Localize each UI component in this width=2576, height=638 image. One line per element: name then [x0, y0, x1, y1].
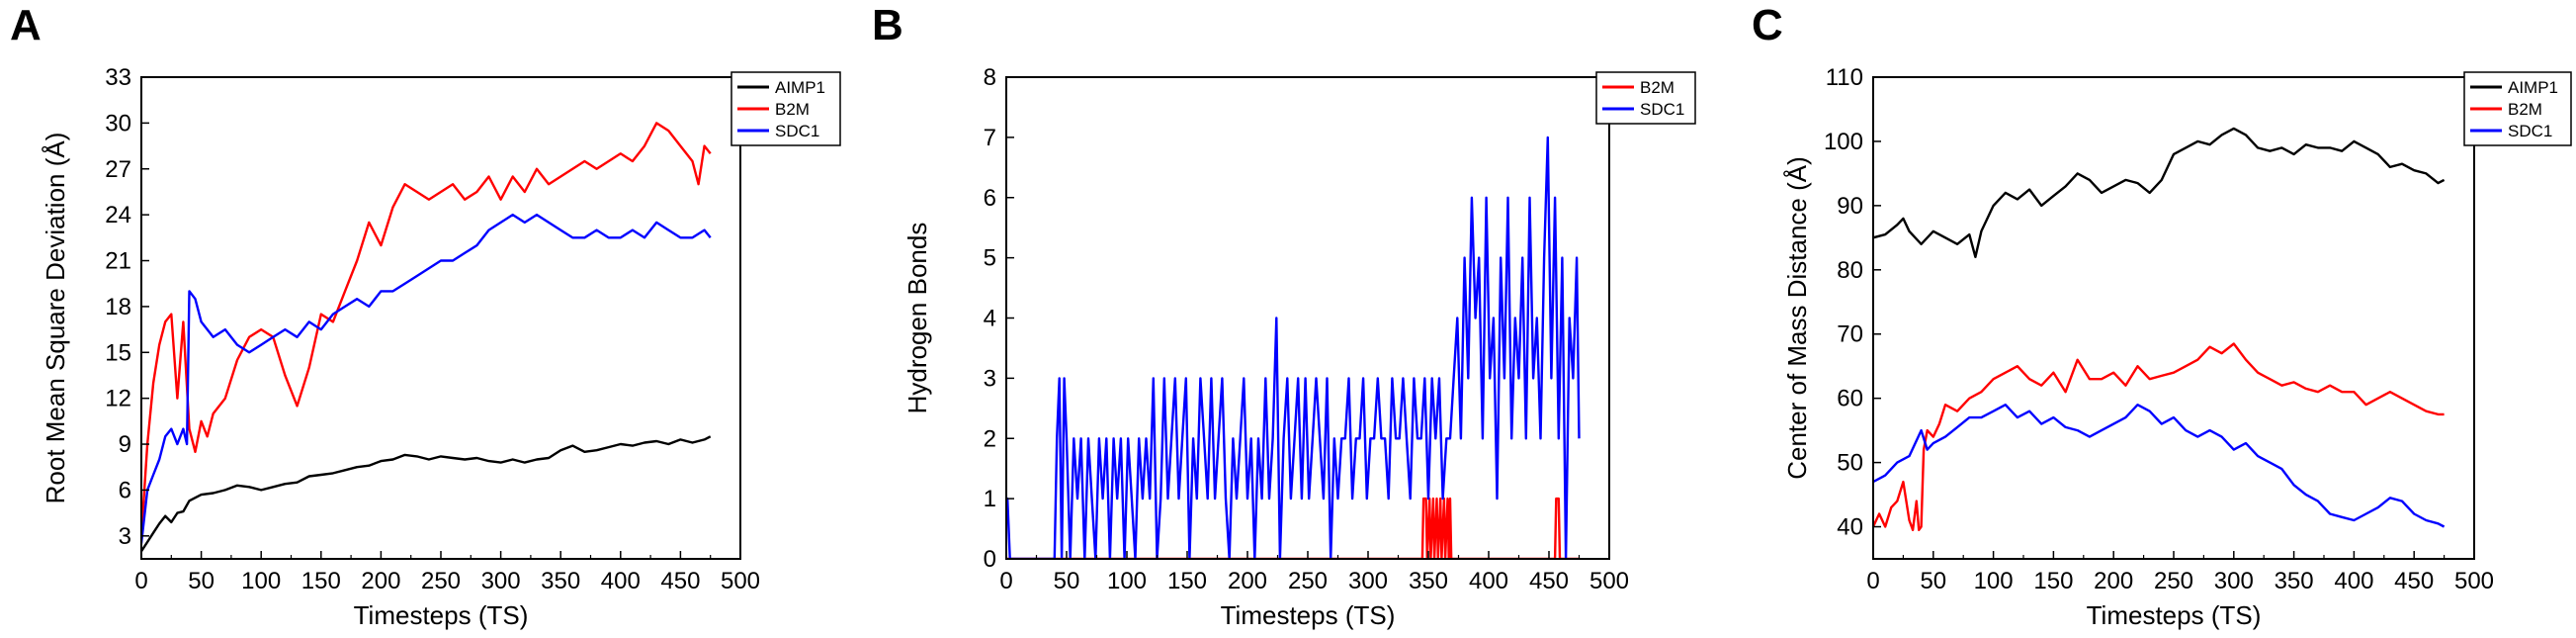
legend-label: AIMP1 — [2508, 78, 2558, 97]
x-tick-label: 400 — [2334, 568, 2373, 594]
x-tick-label: 50 — [1054, 568, 1080, 594]
y-tick-label: 30 — [105, 110, 131, 137]
x-tick-label: 0 — [999, 568, 1012, 594]
x-tick-label: 350 — [2275, 568, 2314, 594]
y-tick-label: 8 — [984, 64, 996, 91]
series-line-sdc1 — [1873, 404, 2446, 528]
y-tick-label: 1 — [984, 486, 996, 512]
legend: AIMP1 B2M SDC1 — [2463, 71, 2572, 146]
y-tick-label: 5 — [984, 245, 996, 272]
y-tick-label: 60 — [1837, 386, 1863, 412]
y-tick-label: 40 — [1837, 514, 1863, 541]
x-tick-label: 100 — [1107, 568, 1147, 594]
legend: B2M SDC1 — [1595, 71, 1696, 125]
x-tick-label: 500 — [721, 568, 760, 594]
x-tick-label: 300 — [2214, 568, 2254, 594]
legend-label: B2M — [775, 100, 810, 119]
x-tick-label: 400 — [601, 568, 641, 594]
x-tick-label: 200 — [1228, 568, 1267, 594]
x-tick-label: 350 — [1409, 568, 1448, 594]
y-tick-label: 110 — [1826, 64, 1863, 91]
x-tick-label: 150 — [301, 568, 341, 594]
x-tick-label: 200 — [361, 568, 400, 594]
x-tick-label: 250 — [1288, 568, 1328, 594]
y-tick-label: 24 — [105, 202, 131, 228]
y-tick-label: 15 — [105, 339, 131, 366]
y-tick-label: 2 — [984, 425, 996, 452]
x-tick-label: 450 — [660, 568, 700, 594]
series-line-b2m — [141, 122, 712, 536]
series-line-sdc1 — [141, 213, 712, 544]
x-tick-label: 300 — [1348, 568, 1388, 594]
chart-panel-b: B 0 50 100 150 200 250 300 350 400 450 500 0 1 2 3 4 5 6 7 8… — [872, 1, 1696, 630]
panel-letter: C — [1752, 1, 1783, 49]
x-tick-label: 100 — [241, 568, 281, 594]
y-tick-label: 0 — [984, 546, 996, 573]
x-tick-label: 50 — [1920, 568, 1946, 594]
y-tick-label: 50 — [1837, 450, 1863, 477]
y-tick-label: 70 — [1837, 321, 1863, 348]
chart-panel-c: C 0 50 100 150 200 250 300 350 400 450 500 40 50 60 70 8… — [1752, 1, 2572, 630]
plot-frame — [1872, 76, 2475, 560]
x-tick-label: 350 — [541, 568, 580, 594]
legend-label: SDC1 — [775, 122, 819, 140]
y-tick-label: 9 — [119, 431, 131, 458]
x-tick-label: 150 — [2033, 568, 2073, 594]
y-tick-label: 21 — [105, 248, 131, 275]
y-tick-label: 6 — [119, 477, 131, 503]
x-tick-label: 150 — [1167, 568, 1207, 594]
x-tick-label: 500 — [1589, 568, 1629, 594]
panel-letter: A — [10, 1, 42, 49]
series-line-aimp1 — [1873, 127, 2446, 258]
x-tick-label: 250 — [421, 568, 461, 594]
legend-label: AIMP1 — [775, 78, 825, 97]
y-tick-label: 3 — [119, 523, 131, 550]
x-tick-label: 200 — [2094, 568, 2133, 594]
y-tick-label: 12 — [105, 386, 131, 412]
x-axis-title: Timesteps (TS) — [1221, 600, 1396, 630]
x-tick-label: 0 — [1866, 568, 1879, 594]
y-tick-label: 27 — [105, 156, 131, 183]
legend-label: B2M — [1640, 78, 1674, 97]
y-axis-title: Center of Mass Distance (Å) — [1782, 156, 1812, 480]
series-line-b2m — [1873, 342, 2445, 531]
y-tick-label: 7 — [984, 125, 996, 151]
y-tick-label: 3 — [984, 365, 996, 392]
x-axis-title: Timesteps (TS) — [354, 600, 529, 630]
x-tick-label: 450 — [1529, 568, 1569, 594]
chart-panel-a: A 0 50 100 150 200 250 300 350 400 450 500 3 6 9 12 15 18… — [10, 1, 841, 630]
x-tick-label: 50 — [188, 568, 215, 594]
y-tick-label: 6 — [984, 185, 996, 212]
y-tick-label: 90 — [1837, 193, 1863, 220]
series-line-sdc1 — [1006, 136, 1581, 559]
x-tick-label: 250 — [2154, 568, 2193, 594]
y-tick-label: 33 — [105, 64, 131, 91]
y-tick-label: 18 — [105, 294, 131, 320]
legend-label: B2M — [2508, 100, 2542, 119]
x-tick-label: 500 — [2454, 568, 2494, 594]
y-axis-title: Root Mean Square Deviation (Å) — [41, 133, 70, 504]
panel-letter: B — [872, 1, 903, 49]
x-tick-label: 0 — [134, 568, 147, 594]
y-tick-label: 80 — [1837, 257, 1863, 284]
y-axis-title: Hydrogen Bonds — [902, 223, 932, 414]
x-axis-title: Timesteps (TS) — [2087, 600, 2262, 630]
legend-label: SDC1 — [2508, 122, 2552, 140]
y-tick-label: 100 — [1824, 129, 1863, 155]
series-line-aimp1 — [141, 435, 712, 552]
y-tick-label: 4 — [984, 306, 996, 332]
legend: AIMP1 B2M SDC1 — [730, 71, 841, 146]
legend-box — [1595, 71, 1696, 125]
series-line-b2m — [1006, 497, 1580, 559]
x-tick-label: 400 — [1469, 568, 1508, 594]
x-tick-label: 100 — [1974, 568, 2014, 594]
x-tick-label: 300 — [481, 568, 521, 594]
legend-label: SDC1 — [1640, 100, 1684, 119]
x-tick-label: 450 — [2394, 568, 2434, 594]
